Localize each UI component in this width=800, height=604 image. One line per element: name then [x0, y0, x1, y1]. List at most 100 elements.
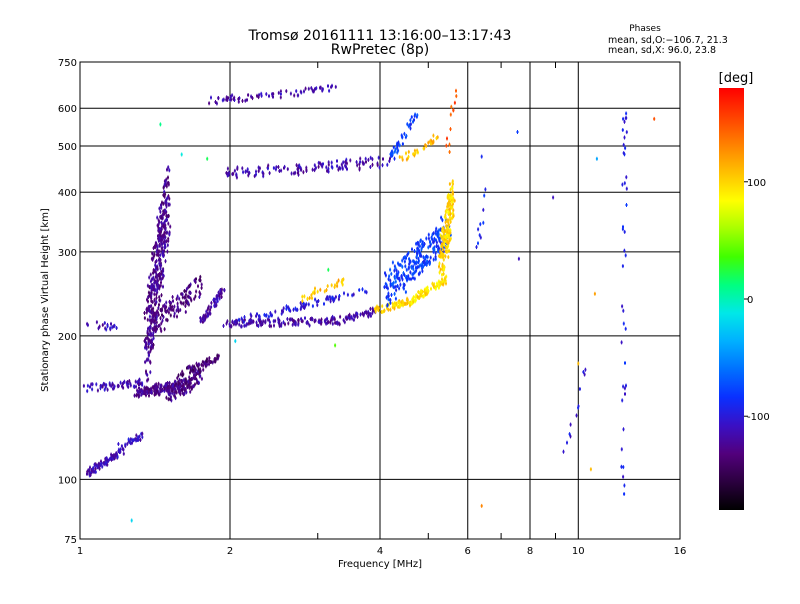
point-arm: [334, 317, 335, 321]
point-arm: [346, 317, 347, 321]
trace-point: [238, 323, 240, 327]
point-arm: [238, 318, 239, 322]
trace-point: [149, 315, 151, 319]
point-arm: [152, 385, 153, 389]
trace-point: [210, 301, 212, 305]
point-arm: [134, 385, 135, 389]
point-arm: [106, 456, 107, 460]
point-arm: [118, 442, 119, 446]
point-arm: [315, 319, 316, 323]
point-arm: [309, 296, 310, 300]
point-arm: [147, 373, 148, 377]
point-arm: [189, 284, 190, 288]
trace-point: [149, 370, 151, 374]
point-arm: [182, 292, 183, 296]
point-arm: [349, 313, 350, 317]
point-arm: [112, 383, 113, 387]
point-arm: [210, 360, 211, 364]
point-arm: [163, 315, 164, 319]
point-arm: [185, 377, 186, 381]
point-arm: [368, 315, 369, 319]
point-arm: [152, 311, 153, 315]
point-arm: [156, 300, 157, 304]
point-arm: [157, 309, 158, 313]
point-arm: [123, 452, 124, 456]
point-arm: [200, 292, 201, 296]
point-arm: [433, 284, 434, 288]
point-arm: [212, 361, 213, 365]
trace-point: [148, 276, 150, 280]
point-arm: [159, 244, 160, 248]
point-arm: [195, 280, 196, 284]
point-arm: [211, 301, 212, 305]
point-arm: [161, 206, 162, 210]
point-arm: [413, 276, 414, 280]
trace-point: [97, 389, 99, 393]
point-arm: [161, 321, 162, 325]
trace-point: [319, 288, 321, 292]
point-arm: [169, 168, 170, 172]
point-arm: [243, 320, 244, 324]
point-arm: [158, 284, 159, 288]
point-arm: [145, 390, 146, 394]
point-arm: [166, 396, 167, 400]
point-arm: [201, 377, 202, 381]
point-arm: [168, 183, 169, 187]
trace-point: [323, 302, 325, 306]
point-arm: [270, 311, 271, 315]
point-arm: [178, 309, 179, 313]
trace-point: [104, 321, 106, 325]
point-arm: [154, 388, 155, 392]
trace-point: [327, 284, 329, 288]
trace-point: [102, 323, 104, 327]
point-arm: [185, 381, 186, 385]
point-arm: [111, 384, 112, 388]
point-arm: [178, 373, 179, 377]
point-arm: [357, 312, 358, 316]
trace-point: [167, 222, 169, 226]
point-arm: [154, 393, 155, 397]
point-arm: [176, 309, 177, 313]
point-arm: [235, 322, 236, 326]
trace-point: [389, 268, 391, 272]
point-arm: [294, 322, 295, 326]
point-arm: [155, 302, 156, 306]
point-arm: [327, 284, 328, 288]
point-arm: [147, 332, 148, 336]
point-arm: [259, 314, 260, 318]
point-arm: [87, 323, 88, 327]
trace-point: [287, 321, 289, 325]
trace-point: [183, 289, 185, 293]
trace-point: [293, 308, 295, 312]
point-arm: [166, 318, 167, 322]
point-arm: [257, 323, 258, 327]
trace-point: [170, 313, 172, 317]
trace-point: [301, 295, 303, 299]
point-arm: [130, 382, 131, 386]
point-arm: [178, 382, 179, 386]
point-arm: [375, 310, 376, 314]
point-arm: [159, 262, 160, 266]
point-arm: [413, 300, 414, 304]
point-arm: [157, 224, 158, 228]
point-arm: [211, 305, 212, 309]
point-arm: [138, 395, 139, 399]
point-arm: [191, 378, 192, 382]
trace-point: [164, 327, 166, 331]
point-arm: [390, 308, 391, 312]
point-arm: [181, 301, 182, 305]
trace-point: [189, 390, 191, 394]
point-arm: [378, 306, 379, 310]
point-arm: [258, 324, 259, 328]
point-arm: [308, 302, 309, 306]
point-arm: [181, 379, 182, 383]
point-arm: [335, 321, 336, 325]
point-arm: [159, 303, 160, 307]
point-arm: [159, 236, 160, 240]
point-arm: [178, 386, 179, 390]
point-arm: [148, 337, 149, 341]
point-arm: [170, 303, 171, 307]
point-arm: [420, 294, 421, 298]
point-arm: [159, 231, 160, 235]
